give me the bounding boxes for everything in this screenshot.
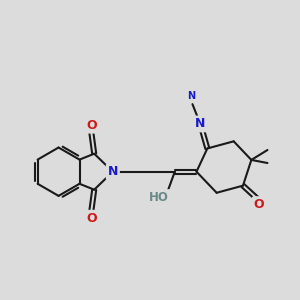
Text: N: N: [187, 92, 195, 101]
Text: N: N: [195, 118, 206, 130]
Text: O: O: [86, 119, 97, 132]
Text: O: O: [86, 212, 97, 225]
Text: O: O: [254, 198, 264, 211]
Text: N: N: [108, 165, 118, 178]
Text: HO: HO: [149, 191, 169, 204]
